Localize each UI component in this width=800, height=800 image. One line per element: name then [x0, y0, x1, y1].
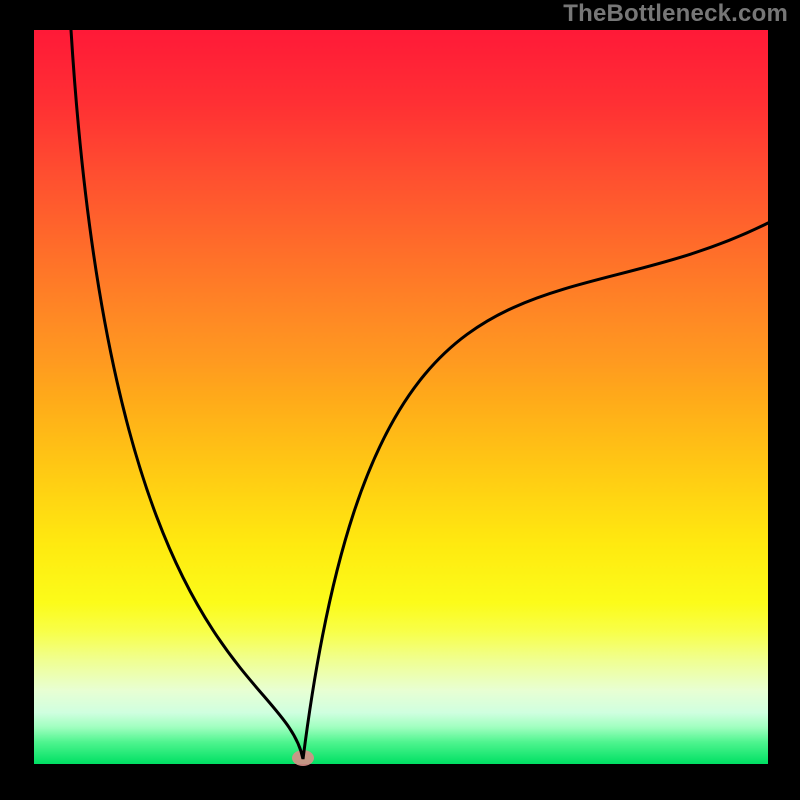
watermark-text: TheBottleneck.com: [563, 0, 788, 28]
gradient-plot-area: [34, 30, 768, 764]
chart-frame: TheBottleneck.com: [0, 0, 800, 800]
